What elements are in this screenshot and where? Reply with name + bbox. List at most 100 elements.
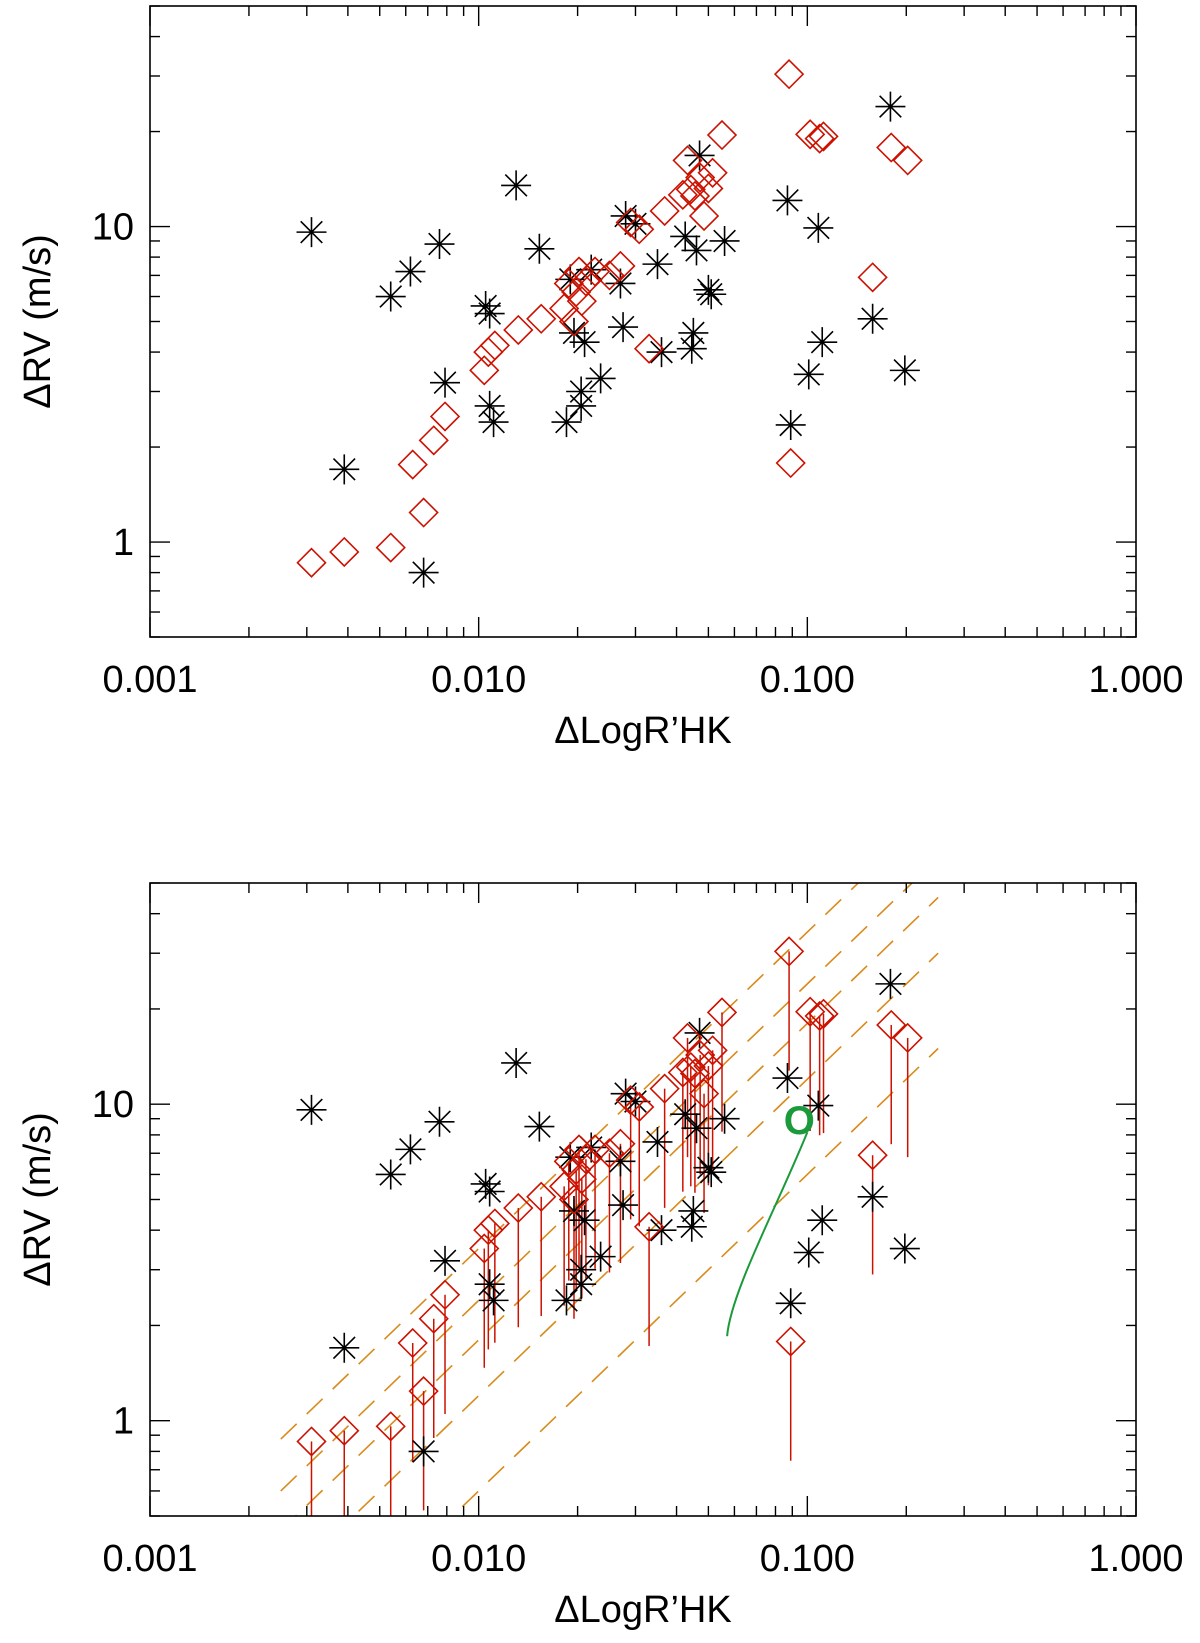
- top-x-tick-label-3: 1.000: [1088, 659, 1183, 701]
- top-diamond-point-34: [706, 119, 738, 151]
- top-star-point-22: [608, 312, 639, 343]
- bottom-star-point-35: [772, 1063, 803, 1094]
- bottom-star-point-13: [551, 1285, 582, 1316]
- bottom-diamond-point-13: [553, 1146, 584, 1177]
- bottom-diamond-point-7: [469, 1233, 500, 1264]
- top-star-point-23: [610, 200, 641, 231]
- top-diamond-point-26: [667, 179, 698, 210]
- top-diamond-point-42: [892, 145, 923, 176]
- bottom-star-point-28: [676, 1211, 707, 1242]
- top-diamond-point-29: [679, 180, 711, 212]
- bottom-star-point-4: [408, 1436, 439, 1467]
- bottom-star-point-23: [610, 1078, 641, 1109]
- top-diamond-point-36: [775, 447, 806, 479]
- bottom-diamond-point-0: [296, 1426, 327, 1457]
- bottom-data-marks: [280, 883, 939, 1516]
- bottom-star-point-11: [501, 1047, 532, 1078]
- bottom-star-point-10: [478, 1285, 509, 1316]
- bottom-star-point-34: [709, 1103, 740, 1134]
- bottom-diamond-point-3: [397, 1327, 428, 1359]
- top-axis-ticks: [149, 5, 1137, 638]
- bottom-x-tick-label-3: 1.000: [1088, 1538, 1183, 1580]
- top-star-point-9: [474, 390, 505, 421]
- bottom-y-tick-label-0: 1: [113, 1401, 134, 1443]
- bottom-star-point-3: [395, 1134, 426, 1165]
- bottom-diamond-point-28: [675, 1051, 706, 1083]
- top-diamond-point-33: [697, 157, 728, 188]
- bottom-star-point-37: [793, 1237, 824, 1268]
- bottom-diamond-point-36: [775, 1326, 806, 1357]
- top-star-point-10: [478, 407, 509, 438]
- bottom-star-point-33: [696, 1157, 727, 1188]
- top-star-point-40: [857, 303, 888, 334]
- top-diamond-point-18: [570, 266, 602, 297]
- green-trajectory-curve: [726, 1131, 809, 1337]
- bottom-star-point-20: [585, 1241, 616, 1272]
- bottom-star-point-6: [430, 1245, 461, 1276]
- top-diamond-point-8: [473, 336, 504, 368]
- bottom-diamond-point-29: [679, 1058, 711, 1089]
- top-diamond-point-39: [808, 121, 839, 152]
- top-star-point-18: [569, 327, 600, 358]
- top-star-point-29: [678, 317, 709, 348]
- bottom-star-point-38: [803, 1090, 834, 1121]
- top-diamond-point-9: [479, 330, 510, 361]
- bottom-star-point-36: [775, 1288, 806, 1319]
- top-x-tick-label-0: 0.001: [102, 659, 197, 701]
- top-star-point-28: [676, 333, 707, 364]
- bottom-star-point-5: [424, 1106, 455, 1137]
- bottom-diamond-point-24: [633, 1211, 665, 1242]
- bottom-x-tick-label-2: 0.100: [760, 1538, 855, 1580]
- top-star-point-38: [803, 212, 834, 243]
- top-star-point-15: [558, 317, 589, 348]
- top-diamond-point-21: [605, 250, 636, 282]
- top-diamond-point-2: [375, 532, 406, 563]
- top-scatter-panel: 0.001 0.010 0.100 1.000 1 10 ΔLogR’HK ΔR…: [17, 5, 1184, 752]
- top-star-point-3: [395, 256, 426, 287]
- bottom-diamond-point-2: [375, 1411, 406, 1442]
- bottom-tick-labels: 0.001 0.010 0.100 1.000 1 10: [92, 1084, 1184, 1580]
- bottom-diamond-point-5: [418, 1303, 449, 1334]
- top-diamond-point-3: [397, 449, 428, 480]
- bottom-star-point-9: [474, 1269, 505, 1300]
- top-diamond-point-7: [469, 355, 500, 386]
- bottom-diamond-point-26: [667, 1057, 698, 1088]
- top-y-tick-label-1: 10: [92, 207, 134, 249]
- bottom-star-point-42: [889, 1233, 920, 1264]
- top-star-point-39: [807, 327, 838, 358]
- top-star-point-27: [670, 221, 701, 252]
- top-diamond-point-17: [566, 286, 597, 317]
- bottom-star-point-40: [857, 1181, 888, 1212]
- top-diamond-point-25: [649, 195, 680, 227]
- bottom-star-point-12: [524, 1111, 555, 1142]
- bottom-star-point-22: [608, 1190, 639, 1221]
- top-star-point-4: [408, 557, 439, 588]
- top-star-point-7: [470, 290, 501, 321]
- bottom-diamond-point-18: [570, 1144, 602, 1175]
- top-diamond-point-10: [503, 314, 534, 346]
- top-star-point-25: [642, 249, 673, 280]
- bottom-diamond-point-9: [479, 1208, 510, 1239]
- top-data-marks: [296, 59, 923, 588]
- top-diamond-point-22: [615, 207, 646, 238]
- bottom-diamond-point-38: [804, 1000, 835, 1032]
- top-star-point-21: [605, 268, 636, 299]
- bottom-star-point-26: [646, 1215, 677, 1246]
- dashed-guide-line-1: [280, 883, 914, 1492]
- bottom-star-point-14: [555, 1142, 586, 1173]
- top-star-point-37: [793, 359, 824, 390]
- bottom-diamond-point-20: [594, 1138, 625, 1169]
- bottom-y-axis-title: ΔRV (m/s): [17, 1112, 59, 1287]
- bottom-star-point-30: [681, 1113, 712, 1144]
- bottom-diamond-point-33: [697, 1035, 728, 1066]
- bottom-star-point-21: [605, 1146, 636, 1177]
- top-star-point-42: [889, 355, 920, 386]
- bottom-diamond-point-15: [561, 1154, 592, 1186]
- top-star-point-1: [329, 454, 360, 485]
- bottom-diamond-point-14: [558, 1184, 590, 1215]
- green-o-annotation: O: [784, 1099, 815, 1143]
- bottom-diamond-point-10: [503, 1192, 534, 1224]
- top-diamond-point-13: [553, 268, 584, 299]
- bottom-diamond-point-25: [649, 1073, 680, 1104]
